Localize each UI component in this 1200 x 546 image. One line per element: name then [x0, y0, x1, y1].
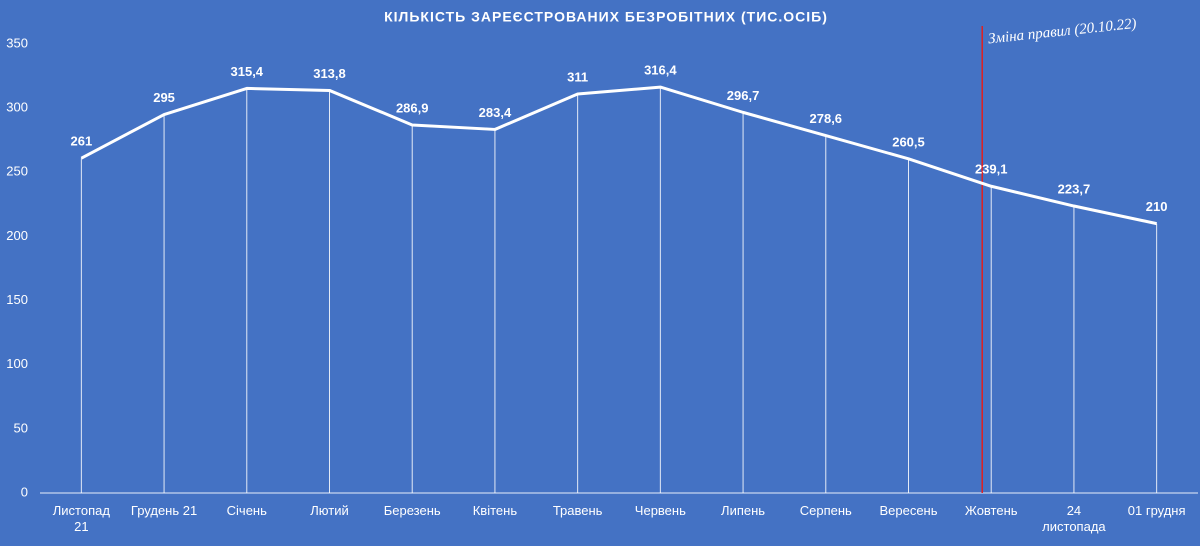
- x-tick-label: 01 грудня: [1127, 503, 1186, 518]
- y-tick-label: 150: [6, 292, 28, 307]
- data-label: 316,4: [644, 63, 677, 78]
- x-tick-label: Жовтень: [964, 503, 1018, 518]
- annotation: Зміна правил (20.10.22): [987, 16, 1137, 48]
- x-tick-label: Травень: [552, 503, 603, 518]
- x-tick-label: Червень: [634, 503, 686, 518]
- data-label: 295: [153, 90, 175, 105]
- x-tick-label: Березень: [383, 503, 441, 518]
- x-tick-label: Грудень 21: [130, 503, 198, 518]
- data-label: 313,8: [313, 66, 346, 81]
- y-tick-label: 50: [14, 420, 28, 435]
- x-tick-label: Січень: [226, 503, 267, 518]
- x-tick-label: Листопад 21: [52, 503, 110, 534]
- x-tick-label: Серпень: [799, 503, 852, 518]
- data-label: 260,5: [892, 134, 925, 149]
- data-label: 278,6: [810, 111, 843, 126]
- y-tick-label: 350: [6, 35, 28, 50]
- y-tick-label: 0: [21, 484, 28, 499]
- data-label: 286,9: [396, 100, 429, 115]
- x-tick-label: Лютий: [310, 503, 349, 518]
- chart-title: КІЛЬКІСТЬ ЗАРЕЄСТРОВАНИХ БЕЗРОБІТНИХ (ТИ…: [384, 9, 828, 25]
- data-label: 261: [71, 134, 93, 149]
- x-tick-label: Квітень: [472, 503, 518, 518]
- data-label: 239,1: [975, 162, 1008, 177]
- y-tick-label: 100: [6, 356, 28, 371]
- y-tick-label: 200: [6, 228, 28, 243]
- data-label: 311: [567, 69, 588, 84]
- x-tick-label: 24 листопада: [1042, 503, 1106, 534]
- y-tick-label: 250: [6, 164, 28, 179]
- y-tick-label: 300: [6, 100, 28, 115]
- data-label: 315,4: [231, 64, 264, 79]
- x-tick-label: Вересень: [879, 503, 938, 518]
- data-label: 223,7: [1058, 181, 1091, 196]
- x-tick-label: Липень: [721, 503, 766, 518]
- data-label: 210: [1146, 199, 1168, 214]
- data-line: [80, 85, 1157, 226]
- data-label: 296,7: [727, 88, 760, 103]
- data-label: 283,4: [479, 105, 512, 120]
